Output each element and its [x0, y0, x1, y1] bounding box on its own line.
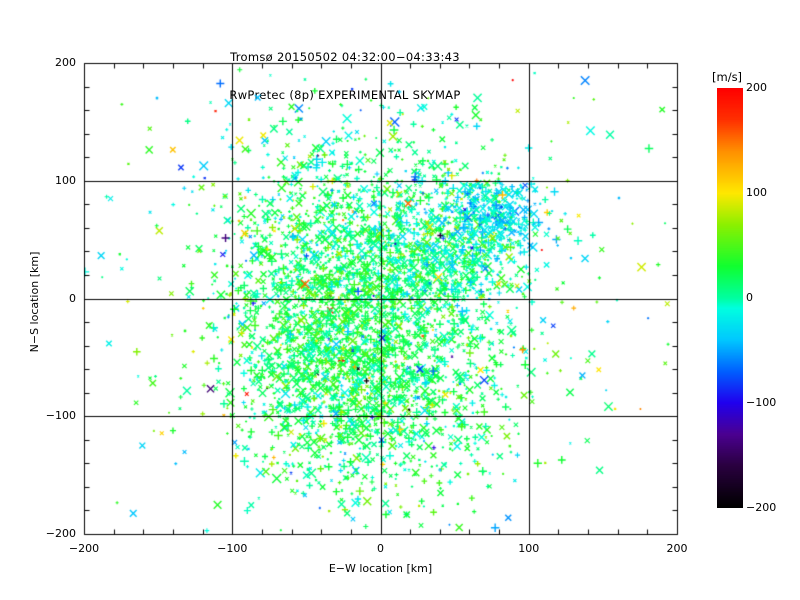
x-tick-label: 100 — [518, 542, 540, 555]
y-tick-label: 100 — [55, 173, 76, 187]
x-axis-label: E−W location [km] — [328, 562, 433, 575]
x-tick-label: 0 — [377, 542, 384, 555]
colorbar-tick-label: 200 — [746, 81, 767, 94]
x-tick-label: 200 — [666, 542, 688, 555]
colorbar-unit-label: [m/s] — [712, 70, 743, 84]
colorbar-tick-label: −200 — [746, 501, 777, 514]
colorbar-tick-label: −100 — [746, 396, 777, 409]
x-tick-label: −100 — [217, 542, 248, 555]
colorbar — [717, 88, 743, 508]
y-tick-label: 0 — [69, 291, 76, 305]
y-tick-label: 200 — [55, 56, 76, 69]
y-tick-label: −200 — [45, 527, 76, 540]
x-tick-label: −200 — [68, 542, 100, 555]
colorbar-tick-label: 0 — [746, 291, 753, 304]
y-tick-label: −100 — [45, 409, 76, 423]
colorbar-gradient — [717, 88, 743, 508]
colorbar-tick-label: 100 — [746, 186, 767, 199]
